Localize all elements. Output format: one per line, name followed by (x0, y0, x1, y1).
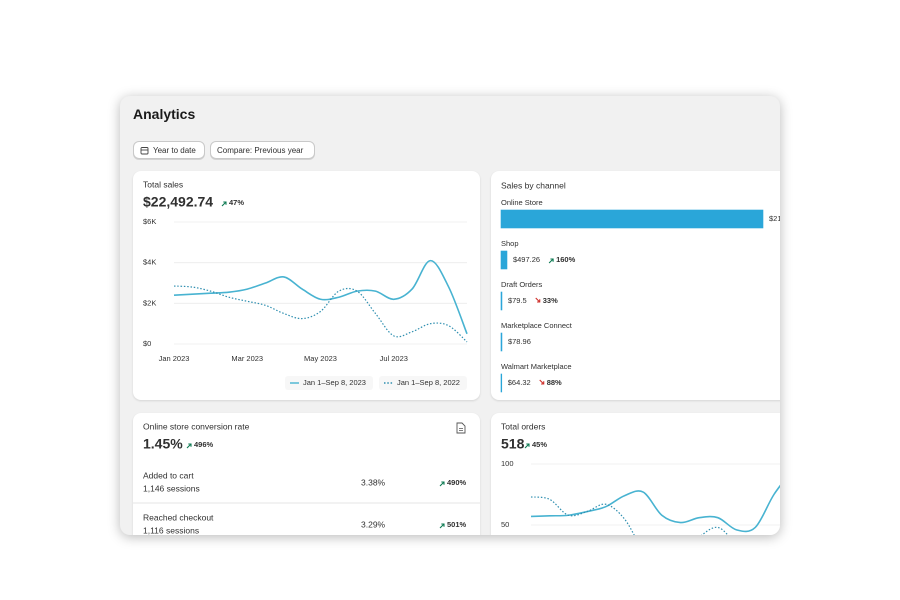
y-tick-label: $2K (143, 298, 156, 307)
export-icon[interactable] (456, 422, 466, 434)
channel-value: $21,772.70 (769, 214, 780, 223)
change-value: 88% (547, 378, 562, 387)
series-line (173, 259, 468, 335)
channel-value: $78.96 (508, 337, 531, 346)
card-title: Total sales (143, 179, 183, 189)
channel-bar (500, 209, 764, 229)
y-tick-label: $0 (143, 339, 151, 348)
change-arrow (548, 258, 554, 264)
y-tick-label: $6K (143, 217, 156, 226)
channel-value: $79.5 (508, 296, 527, 305)
channel-name: Online Store (501, 198, 543, 207)
legend-item (285, 376, 373, 390)
filter-label: Compare: Previous year (217, 145, 304, 155)
channel-chart: Sales by channel Online Store $21,772.70 S… (500, 180, 780, 393)
legend-label: Jan 1–Sep 8, 2023 (303, 378, 366, 387)
card-value: 1.45% (143, 436, 183, 452)
change-arrow (439, 523, 445, 529)
change-arrow (535, 297, 541, 303)
change-value: 33% (543, 296, 558, 305)
x-tick-label: May 2023 (304, 354, 337, 363)
page-title: Analytics (133, 106, 196, 122)
change-arrow (539, 379, 545, 385)
channel-name: Draft Orders (501, 280, 543, 289)
series-line (530, 496, 729, 535)
total-sales-chart: Total sales $22,492.74 47% $0 $2K $4K $6K Jan… (143, 179, 468, 390)
x-tick-label: Mar 2023 (231, 354, 263, 363)
row-label: Added to cart (143, 470, 194, 480)
change-arrow (186, 443, 192, 449)
total-sales-card: Total sales $22,492.74 47% $0 $2K $4K $6K Jan… (133, 171, 480, 400)
change-arrow (524, 443, 530, 449)
change-value: 47% (229, 198, 244, 207)
row-label: Reached checkout (143, 512, 214, 522)
row-sessions: 1,146 sessions (143, 483, 200, 493)
total-orders-chart: Total orders 518 45% 50 100 (501, 421, 780, 535)
calendar-icon (140, 146, 149, 154)
sales-by-channel-card: Sales by channel Online Store $21,772.70 S… (491, 171, 780, 400)
channel-bar (500, 291, 503, 311)
y-tick-label: $4K (143, 258, 156, 267)
change-value: 160% (556, 255, 576, 264)
date-filter[interactable]: Year to date (133, 141, 205, 159)
change-value: 496% (194, 440, 214, 449)
channel-name: Shop (501, 239, 519, 248)
conversion-card: Online store conversion rate 1.45% 496% A… (133, 413, 480, 535)
card-title: Sales by channel (501, 180, 566, 190)
channel-value: $64.32 (508, 378, 531, 387)
legend-item (379, 376, 467, 390)
x-tick-label: Jul 2023 (380, 354, 408, 363)
channel-bar (500, 332, 503, 352)
y-tick-label: 100 (501, 459, 514, 468)
series-line (530, 484, 780, 533)
change-arrow (439, 481, 445, 487)
series-line (173, 285, 468, 343)
card-title: Total orders (501, 421, 545, 431)
channel-bar (500, 373, 503, 393)
x-tick-label: Jan 2023 (159, 354, 190, 363)
row-sessions: 1,116 sessions (143, 525, 199, 535)
total-orders-card: Total orders 518 45% 50 100 (491, 413, 780, 535)
channel-bar (500, 250, 508, 270)
channel-value: $497.26 (513, 255, 540, 264)
y-tick-label: 50 (501, 520, 509, 529)
change-value: 490% (447, 478, 467, 487)
card-value: $22,492.74 (143, 194, 213, 210)
change-arrow (221, 201, 227, 207)
conversion-list: Online store conversion rate 1.45% 496% A… (133, 421, 480, 535)
row-value: 3.38% (361, 477, 386, 487)
change-value: 501% (447, 520, 467, 529)
legend-label: Jan 1–Sep 8, 2022 (397, 378, 460, 387)
card-title: Online store conversion rate (143, 421, 250, 431)
compare-filter[interactable]: Compare: Previous year (210, 141, 315, 159)
analytics-panel: Analytics Year to date Compare: Previous… (120, 96, 780, 535)
channel-name: Marketplace Connect (501, 321, 573, 330)
filter-label: Year to date (153, 145, 196, 155)
card-value: 518 (501, 436, 525, 452)
change-value: 45% (532, 440, 547, 449)
channel-name: Walmart Marketplace (501, 362, 572, 371)
row-value: 3.29% (361, 519, 386, 529)
